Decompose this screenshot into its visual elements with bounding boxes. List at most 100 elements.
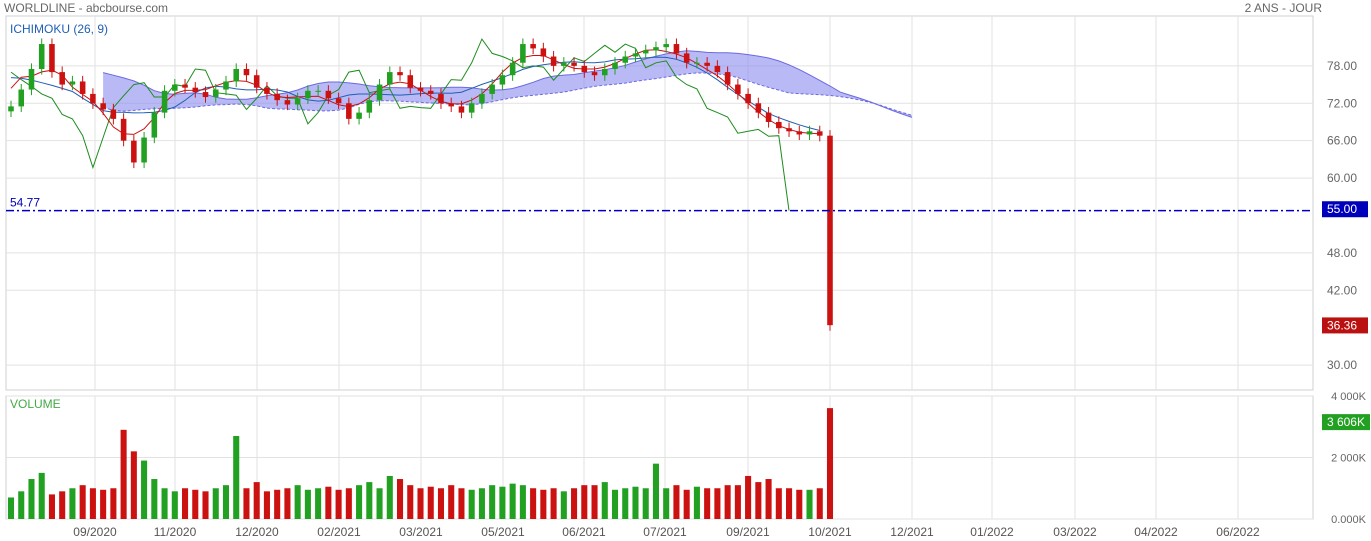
volume-bar xyxy=(120,429,127,519)
candle-body xyxy=(489,84,495,94)
candle-body xyxy=(110,109,117,119)
indicator-lines xyxy=(10,38,820,211)
volume-bar xyxy=(540,489,547,519)
volume-bar xyxy=(161,488,168,519)
volume-bar xyxy=(775,488,782,519)
volume-bar xyxy=(274,489,281,519)
chikou-span xyxy=(10,38,790,211)
volume-tick-label: 0.000K xyxy=(1331,514,1367,526)
candle-body xyxy=(274,93,280,101)
x-tick-label: 06/2021 xyxy=(562,525,606,539)
kumo-cloud xyxy=(103,50,912,118)
volume-bar xyxy=(192,489,199,519)
volume-bar xyxy=(448,485,455,519)
volume-bar xyxy=(263,491,270,519)
y-tick-label: 66.00 xyxy=(1327,134,1357,148)
volume-bar xyxy=(673,485,680,519)
volume-bar xyxy=(468,489,475,519)
volume-bar xyxy=(171,491,178,519)
volume-bar xyxy=(826,408,834,519)
volume-bar xyxy=(745,475,752,519)
volume-bar xyxy=(212,488,219,519)
x-tick-label: 03/2021 xyxy=(399,525,443,539)
y-tick-label: 42.00 xyxy=(1327,283,1357,297)
volume-bar xyxy=(714,488,721,519)
candle-body xyxy=(827,135,833,326)
volume-bar xyxy=(294,485,301,519)
volume-bar xyxy=(663,488,670,519)
volume-bar xyxy=(601,482,608,519)
volume-bar xyxy=(611,489,619,519)
volume-bar xyxy=(458,488,465,519)
y-tick-label: 36.36 xyxy=(1327,318,1357,332)
candle-body xyxy=(28,68,35,90)
candle-body xyxy=(520,44,526,63)
candle-body xyxy=(233,68,240,82)
volume-bar xyxy=(407,485,414,519)
candles xyxy=(8,38,833,331)
volume-bar xyxy=(755,482,762,519)
candle-body xyxy=(632,53,639,57)
volume-bar xyxy=(335,489,342,519)
ichimoku-cloud xyxy=(102,50,913,118)
candle-body xyxy=(561,62,567,66)
x-tick-label: 04/2022 xyxy=(1134,525,1178,539)
x-tick-label: 05/2021 xyxy=(481,525,525,539)
candle-body xyxy=(192,87,199,93)
volume-bar xyxy=(396,479,404,519)
candle-body xyxy=(755,103,762,113)
x-tick-label: 06/2022 xyxy=(1216,525,1260,539)
senkou-span-a xyxy=(102,50,913,118)
candle-body xyxy=(581,65,588,73)
candle-body xyxy=(806,131,813,135)
volume-bar xyxy=(734,485,741,519)
level-line: 54.77 xyxy=(6,196,1313,212)
volume-bar xyxy=(28,479,35,519)
candle-body xyxy=(387,72,393,85)
candle-body xyxy=(90,93,96,104)
grid xyxy=(5,15,1314,520)
candle-body xyxy=(8,106,14,112)
candle-body xyxy=(366,100,373,113)
volume-bar xyxy=(509,483,516,519)
volume-bar xyxy=(622,488,629,519)
volume-bar xyxy=(376,488,383,519)
volume-bar xyxy=(724,485,731,519)
x-tick-label: 07/2021 xyxy=(643,525,687,539)
x-tick-label: 09/2021 xyxy=(726,525,770,539)
volume-bar xyxy=(253,482,260,519)
volume-bar xyxy=(417,488,424,519)
volume-bar xyxy=(356,485,363,519)
period-label: 2 ANS - JOUR xyxy=(1244,1,1322,15)
candle-body xyxy=(376,84,383,101)
volume-bar xyxy=(38,472,45,519)
candle-body xyxy=(315,90,321,92)
volume-tick-label: 2 000K xyxy=(1331,453,1367,465)
senkou-span-b xyxy=(102,72,913,116)
ichimoku-label: ICHIMOKU (26, 9) xyxy=(10,22,108,36)
candle-body xyxy=(100,103,106,110)
x-tick-label: 12/2021 xyxy=(890,525,934,539)
candle-body xyxy=(612,62,618,69)
x-tick-label: 11/2020 xyxy=(154,525,197,539)
candle-body xyxy=(479,93,485,104)
volume-bar xyxy=(59,491,66,519)
candle-body xyxy=(59,72,65,85)
candle-body xyxy=(79,81,86,94)
candle-body xyxy=(591,72,598,76)
volume-bar xyxy=(499,486,506,519)
candle-body xyxy=(243,68,250,76)
candle-body xyxy=(499,75,506,85)
volume-bar xyxy=(243,488,250,519)
volume-bar xyxy=(806,489,813,519)
candle-body xyxy=(151,112,158,138)
volume-bar xyxy=(816,488,823,519)
candle-body xyxy=(550,56,557,66)
candle-body xyxy=(796,131,803,135)
volume-bar xyxy=(796,489,803,519)
candle-body xyxy=(540,48,547,57)
candle-body xyxy=(407,75,414,88)
support-level-label: 54.77 xyxy=(10,196,40,210)
candle-body xyxy=(663,44,669,48)
y-tick-label: 60.00 xyxy=(1327,171,1357,185)
